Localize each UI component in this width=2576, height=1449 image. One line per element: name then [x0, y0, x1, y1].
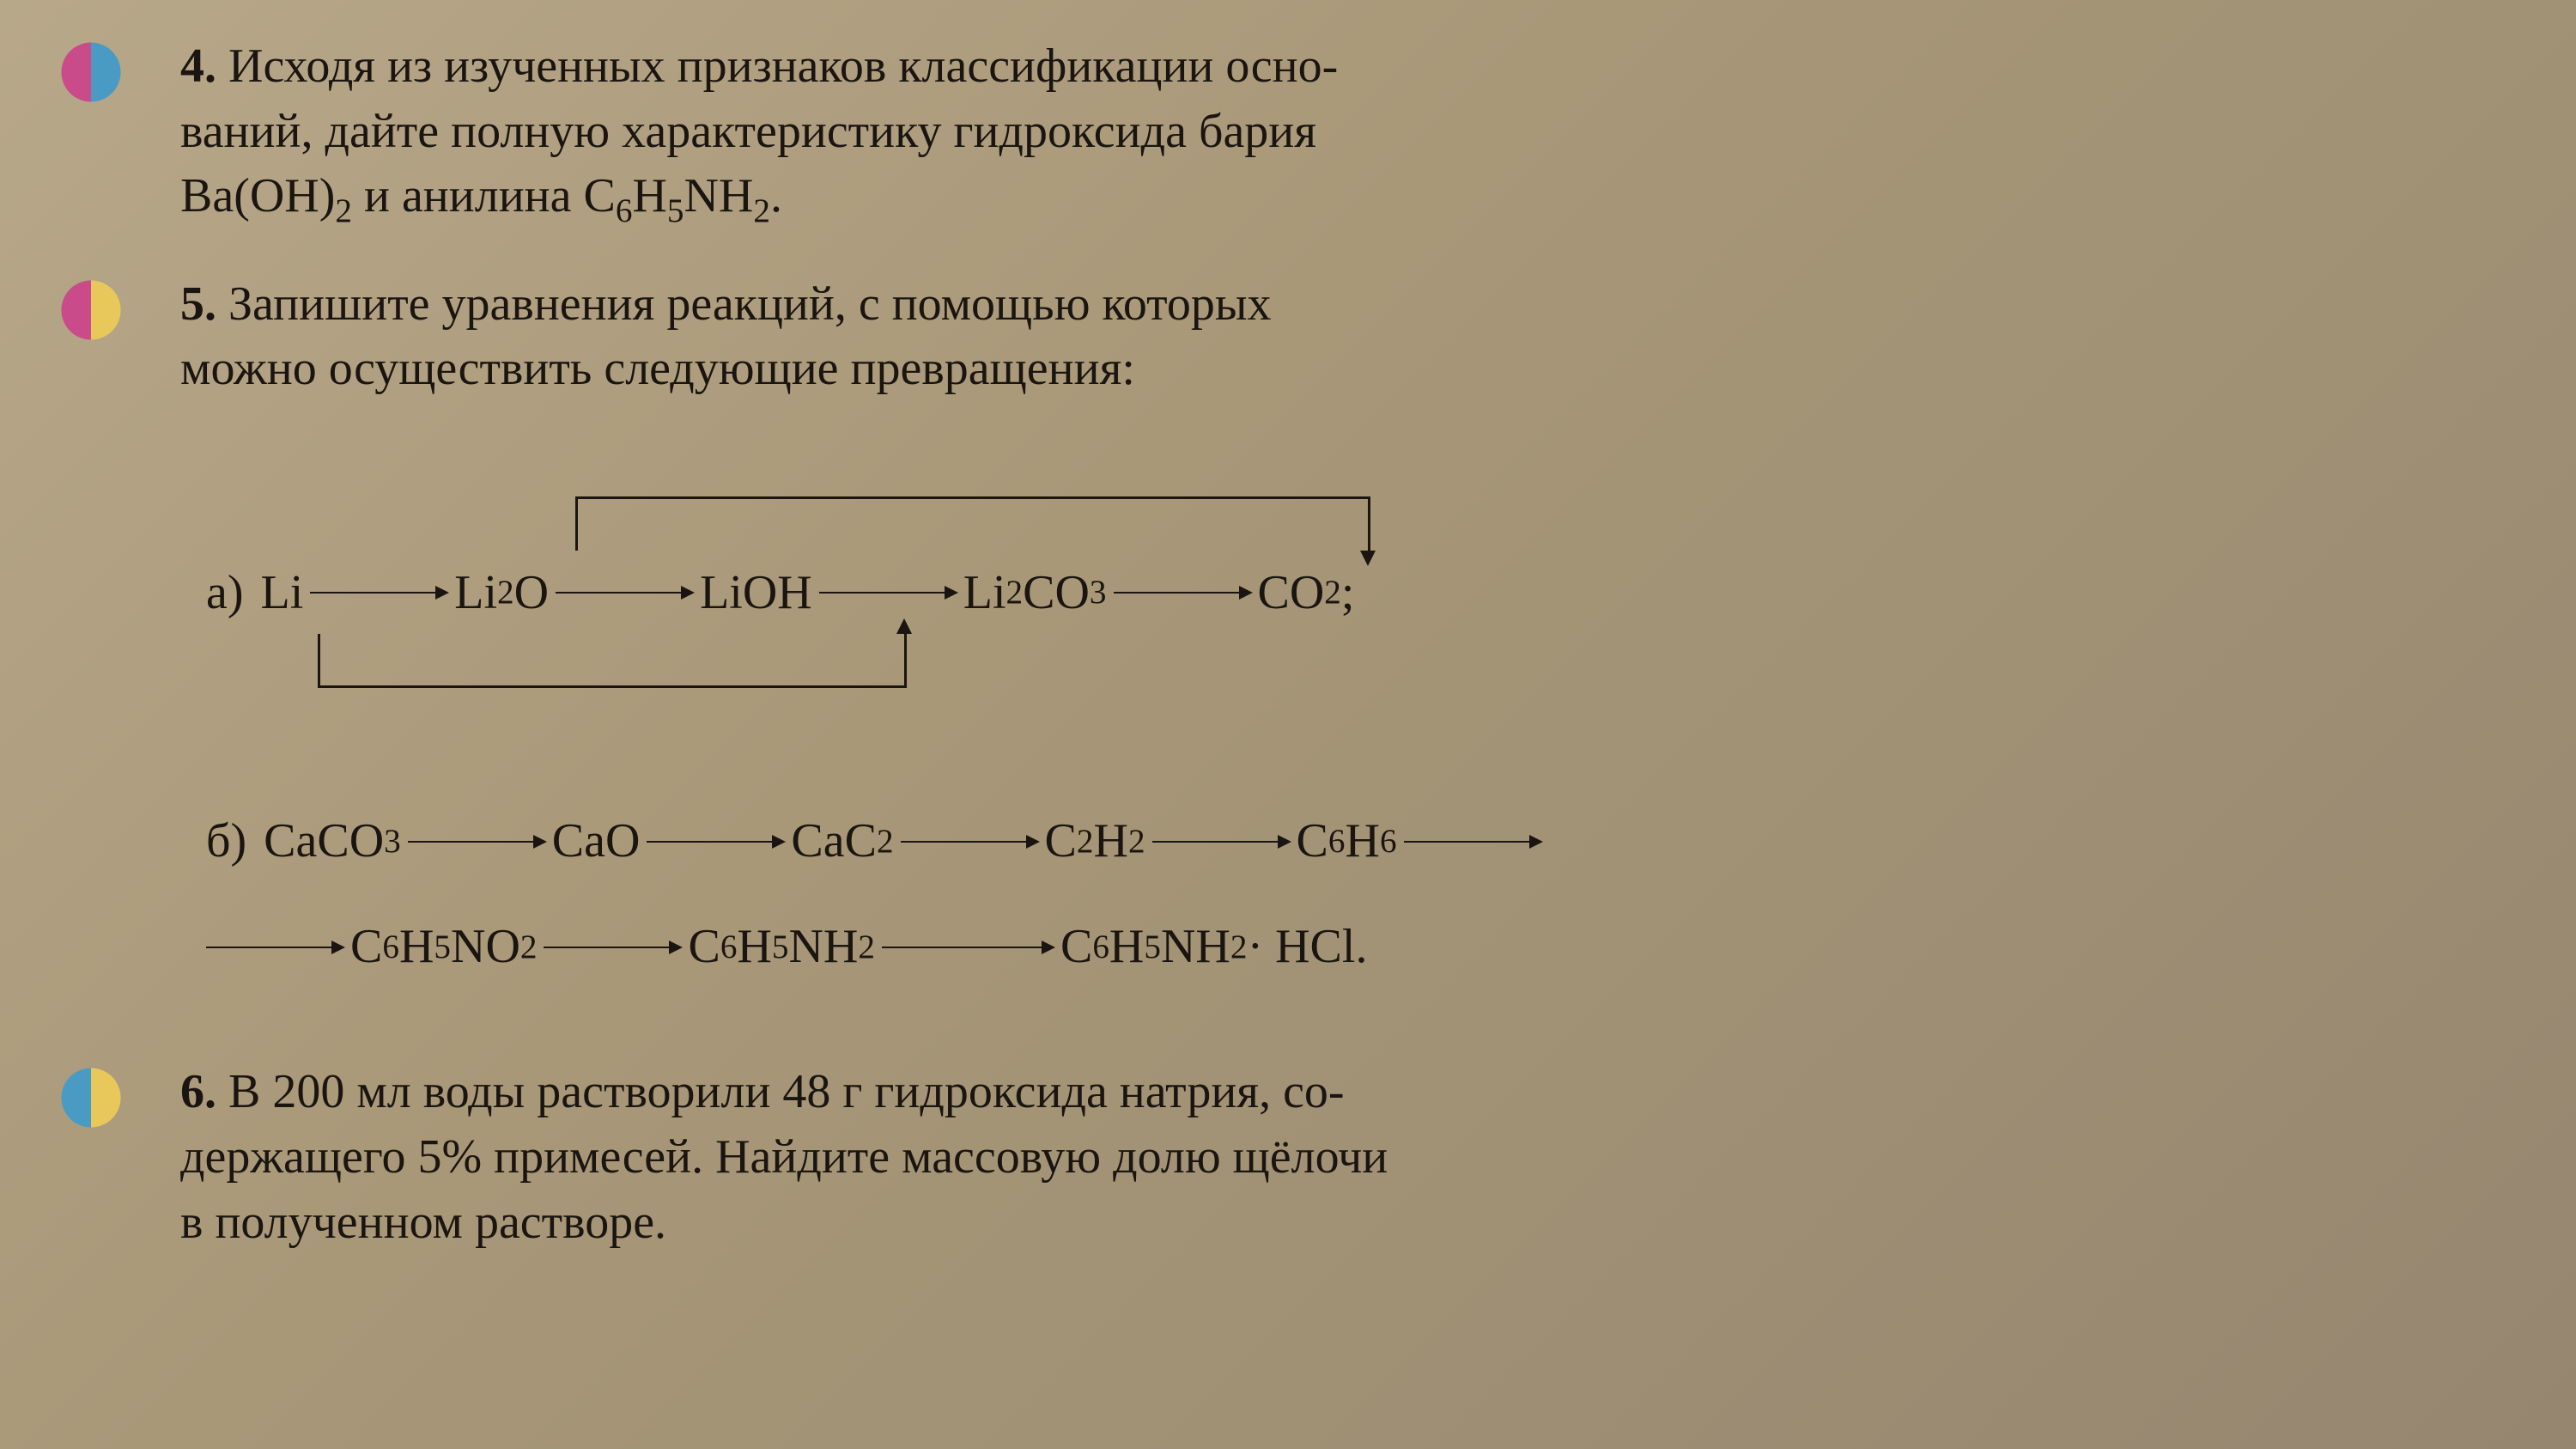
- t: C: [688, 894, 720, 1000]
- sub: 2: [335, 192, 352, 229]
- bracket-top-arrow: [575, 496, 1370, 551]
- problem-number: 6.: [180, 1065, 216, 1118]
- formula-li2co3: Li2CO3: [963, 565, 1107, 620]
- text: .: [770, 169, 782, 222]
- problem-4: 4. Исходя из изученных признаков классиф…: [52, 34, 2507, 229]
- formula-caco3: CaCO3: [264, 788, 401, 894]
- chain-b-row2: C6H5NO2 C6H5NH2 C6H5NH2 · HCl .: [206, 894, 2507, 1000]
- t: CO: [1023, 565, 1090, 620]
- arrow-icon: [882, 947, 1054, 948]
- problem-5-text: 5. Запишите уравнения реакций, с помощью…: [180, 272, 2507, 402]
- problem-4-text: 4. Исходя из изученных признаков классиф…: [180, 34, 2507, 229]
- difficulty-bullet-6: [60, 1067, 122, 1129]
- formula-c6h5nh2: C6H5NH2: [688, 894, 874, 1000]
- arrow-icon: [901, 841, 1038, 843]
- arrow-icon: [408, 841, 545, 843]
- problem-6-line1: В 200 мл воды растворили 48 г гидроксида…: [228, 1065, 1345, 1118]
- problem-5-line1: Запишите уравнения реакций, с помощью ко…: [228, 277, 1272, 331]
- formula-c6h5no2: C6H5NO2: [350, 894, 537, 1000]
- arrow-icon: [1404, 841, 1541, 843]
- t: CO: [1258, 565, 1325, 620]
- t: Li: [963, 565, 1006, 620]
- formula-lioh: LiOH: [700, 565, 812, 620]
- problem-6: 6. В 200 мл воды растворили 48 г гидрокс…: [52, 1060, 2507, 1255]
- arrow-icon: [206, 947, 343, 948]
- sub: 6: [616, 192, 633, 229]
- t: · HCl: [1247, 894, 1355, 1000]
- problem-5: 5. Запишите уравнения реакций, с помощью…: [52, 272, 2507, 1001]
- formula-cac2: CaC2: [791, 788, 893, 894]
- arrow-icon: [819, 592, 957, 594]
- textbook-page: 4. Исходя из изученных признаков классиф…: [0, 0, 2576, 1449]
- formula-li2o: Li2O: [454, 565, 549, 620]
- reaction-chains: а) Li Li2O LiOH Li2CO3 CO2: [206, 462, 2507, 1000]
- reaction-chain-b: б) CaCO3 CaO CaC2 C2H2 C6H6 C6H5NO2: [206, 788, 2507, 1000]
- text: H: [632, 169, 666, 222]
- t: H: [1109, 894, 1144, 1000]
- arrow-icon: [556, 592, 693, 594]
- t: C: [1060, 894, 1092, 1000]
- t: Li: [454, 565, 497, 620]
- problem-number: 4.: [180, 40, 216, 93]
- t: CaC: [791, 788, 877, 894]
- t: NH: [1161, 894, 1230, 1000]
- formula-c2h2: C2H2: [1045, 788, 1145, 894]
- chain-label: б): [206, 788, 246, 894]
- formula-li: Li: [261, 565, 304, 620]
- problem-6-line2: держащего 5% примесей. Найдите массовую …: [180, 1130, 1388, 1184]
- text: и анилина C: [352, 169, 616, 222]
- formula-c6h6: C6H6: [1297, 788, 1397, 894]
- problem-number: 5.: [180, 277, 216, 331]
- problem-6-line3: в полученном растворе.: [180, 1196, 666, 1249]
- t: H: [1346, 788, 1380, 894]
- arrow-icon: [310, 592, 447, 594]
- t: NO: [451, 894, 520, 1000]
- t: C: [1045, 788, 1077, 894]
- chain-a-main-row: а) Li Li2O LiOH Li2CO3 CO2: [206, 565, 1354, 620]
- formula-co2: CO2: [1258, 565, 1341, 620]
- formula-cao: CaO: [552, 788, 641, 894]
- text: NH: [683, 169, 753, 222]
- t: O: [514, 565, 549, 620]
- arrow-icon: [647, 841, 784, 843]
- reaction-chain-a: а) Li Li2O LiOH Li2CO3 CO2: [206, 462, 2507, 737]
- t: H: [1094, 788, 1128, 894]
- problem-6-text: 6. В 200 мл воды растворили 48 г гидрокс…: [180, 1060, 2507, 1255]
- problem-4-line1: Исходя из изученных признаков классифика…: [228, 40, 1338, 93]
- t: CaCO: [264, 788, 384, 894]
- t: C: [1297, 788, 1328, 894]
- chain-b-row1: б) CaCO3 CaO CaC2 C2H2 C6H6: [206, 788, 2507, 894]
- sub: 5: [667, 192, 684, 229]
- t: C: [350, 894, 382, 1000]
- t: H: [399, 894, 434, 1000]
- formula-c6h5nh2-hcl: C6H5NH2 · HCl: [1060, 894, 1355, 1000]
- bracket-bottom-arrow: [318, 634, 907, 688]
- arrow-icon: [1152, 841, 1290, 843]
- difficulty-bullet-5: [60, 279, 122, 341]
- chain-label: а): [206, 565, 244, 620]
- problem-4-line2: ваний, дайте полную характеристику гидро…: [180, 105, 1316, 158]
- arrow-icon: [1114, 592, 1251, 594]
- difficulty-bullet-4: [60, 41, 122, 103]
- arrowhead-down-icon: [1360, 551, 1376, 566]
- sub: 2: [753, 192, 770, 229]
- t: H: [737, 894, 771, 1000]
- terminator: .: [1355, 894, 1367, 1000]
- problem-5-line2: можно осуществить следующие превращения:: [180, 342, 1135, 395]
- t: NH: [788, 894, 858, 1000]
- arrowhead-up-icon: [896, 618, 912, 634]
- arrow-icon: [544, 947, 681, 948]
- terminator: ;: [1341, 565, 1355, 620]
- formula-baoh2-prefix: Ba(OH): [180, 169, 335, 222]
